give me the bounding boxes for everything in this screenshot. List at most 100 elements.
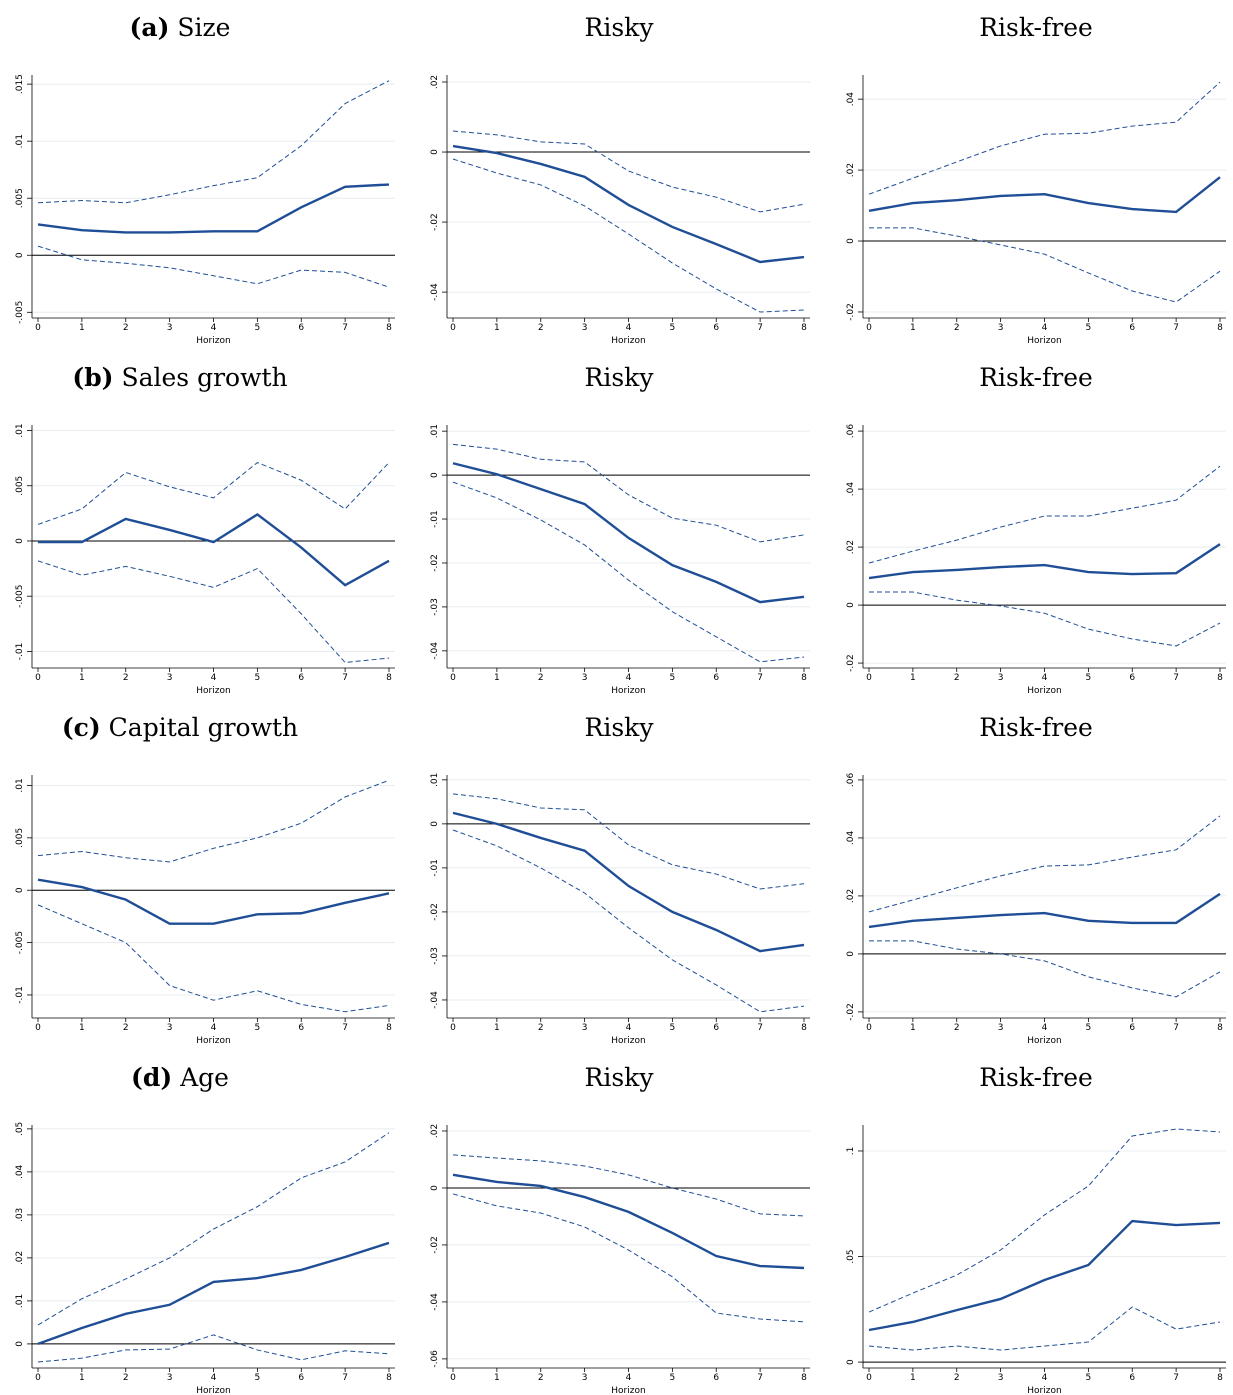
y-tick-label: .04 <box>846 482 856 497</box>
x-tick-label: 7 <box>1173 323 1179 333</box>
ci-line <box>452 481 805 663</box>
y-tick-label: -.02 <box>430 554 440 572</box>
panel-label: (c) <box>62 713 101 742</box>
x-tick-label: 0 <box>866 323 872 333</box>
x-tick-label: 4 <box>1042 673 1048 683</box>
y-tick-label: 0 <box>430 1185 440 1191</box>
ci-line <box>869 227 1221 303</box>
estimate-line <box>452 462 805 604</box>
y-tick-label: 0 <box>430 472 440 478</box>
x-axis-label: Horizon <box>611 336 645 346</box>
x-tick-label: 4 <box>1042 1023 1048 1033</box>
y-tick-label: 0 <box>846 1359 856 1365</box>
x-tick-label: 7 <box>757 1023 763 1033</box>
ci-line <box>37 1132 390 1326</box>
x-tick-label: 7 <box>1173 1023 1179 1033</box>
x-tick-label: 0 <box>35 1373 41 1383</box>
x-tick-label: 6 <box>298 1023 304 1033</box>
x-tick-label: 2 <box>954 1373 960 1383</box>
y-tick-label: -.02 <box>430 213 440 231</box>
x-tick-label: 3 <box>998 323 1004 333</box>
x-tick-label: 3 <box>582 673 588 683</box>
y-tick-label: .005 <box>15 828 25 848</box>
y-tick-label: .01 <box>430 424 440 438</box>
ci-line <box>37 80 390 204</box>
estimate-line <box>868 543 1221 580</box>
x-tick-label: 5 <box>670 323 676 333</box>
x-tick-label: 5 <box>1086 673 1092 683</box>
estimate-line <box>868 176 1221 214</box>
y-tick-label: .06 <box>846 424 856 439</box>
x-tick-label: 5 <box>255 673 261 683</box>
x-tick-label: 5 <box>670 673 676 683</box>
x-tick-label: 7 <box>342 1373 348 1383</box>
y-tick-label: .05 <box>846 1249 856 1263</box>
x-tick-label: 1 <box>494 323 500 333</box>
x-tick-label: 7 <box>757 673 763 683</box>
panel-label: (d) <box>131 1063 172 1092</box>
x-tick-label: 3 <box>167 323 173 333</box>
panel-name: Age <box>179 1063 229 1092</box>
x-tick-label: 8 <box>801 1373 807 1383</box>
ci-line <box>868 815 1221 913</box>
x-tick-label: 5 <box>1086 1373 1092 1383</box>
x-axis-label: Horizon <box>196 686 230 696</box>
x-tick-label: 1 <box>910 673 916 683</box>
x-tick-label: 3 <box>998 1373 1004 1383</box>
x-tick-label: 6 <box>1129 673 1135 683</box>
y-tick-label: .005 <box>15 476 25 496</box>
x-tick-label: 2 <box>538 323 544 333</box>
ci-line <box>869 591 1221 647</box>
ci-line <box>868 1128 1221 1313</box>
y-tick-label: .01 <box>15 134 25 148</box>
x-tick-label: 8 <box>801 323 807 333</box>
x-tick-label: 1 <box>79 673 85 683</box>
x-tick-label: 8 <box>386 673 392 683</box>
x-tick-label: 1 <box>79 1373 85 1383</box>
ci-line <box>452 829 805 1013</box>
x-tick-label: 5 <box>670 1023 676 1033</box>
x-tick-label: 1 <box>494 1023 500 1033</box>
panel-name: Risky <box>585 363 655 392</box>
x-tick-label: 4 <box>1042 323 1048 333</box>
x-tick-label: 3 <box>582 1373 588 1383</box>
x-tick-label: 4 <box>626 1023 632 1033</box>
x-axis-label: Horizon <box>196 1386 230 1395</box>
x-tick-label: 7 <box>342 673 348 683</box>
x-tick-label: 7 <box>757 1373 763 1383</box>
panel-title: Risky <box>585 13 655 42</box>
ci-line <box>869 940 1221 998</box>
x-tick-label: 0 <box>866 1373 872 1383</box>
x-tick-label: 6 <box>298 1373 304 1383</box>
panel-title: Risky <box>585 363 655 392</box>
x-tick-label: 1 <box>910 323 916 333</box>
ci-line <box>868 465 1221 564</box>
x-axis-label: Horizon <box>611 686 645 696</box>
estimate-line <box>37 878 390 925</box>
y-tick-label: -.005 <box>15 931 25 954</box>
panel-title: Risk-free <box>979 363 1093 392</box>
panel-title: Risky <box>585 1063 655 1092</box>
x-tick-label: 1 <box>494 1373 500 1383</box>
x-tick-label: 4 <box>211 1373 217 1383</box>
estimate-line <box>452 811 805 953</box>
x-tick-label: 7 <box>342 1023 348 1033</box>
x-tick-label: 8 <box>386 1023 392 1033</box>
estimate-line <box>37 1241 390 1346</box>
x-tick-label: 3 <box>998 1023 1004 1033</box>
y-tick-label: .01 <box>15 1294 25 1308</box>
x-tick-label: 4 <box>1042 1373 1048 1383</box>
y-tick-label: 0 <box>430 821 440 827</box>
ci-line <box>452 443 805 543</box>
panel-label: (a) <box>130 13 170 42</box>
x-tick-label: 0 <box>450 673 456 683</box>
y-tick-label: .02 <box>846 889 856 903</box>
panel-name: Risky <box>585 1063 655 1092</box>
x-tick-label: 7 <box>1173 1373 1179 1383</box>
ci-line <box>452 1154 805 1217</box>
x-tick-label: 2 <box>954 673 960 683</box>
x-tick-label: 0 <box>35 323 41 333</box>
y-tick-label: .04 <box>15 1164 25 1179</box>
x-tick-label: 1 <box>910 1023 916 1033</box>
